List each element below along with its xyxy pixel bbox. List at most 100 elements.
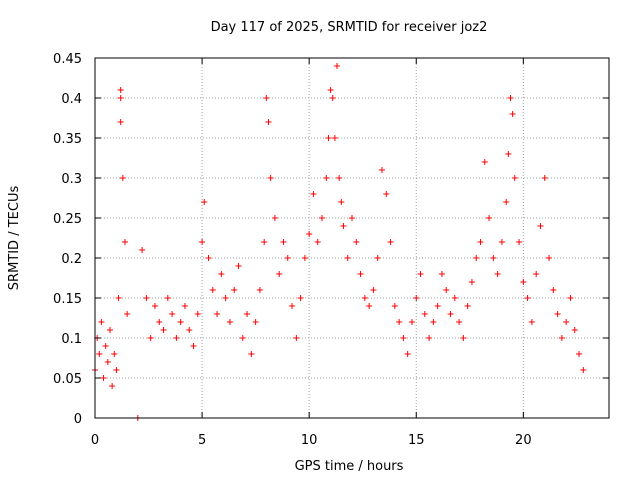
data-point <box>576 351 583 357</box>
data-point <box>443 287 450 293</box>
data-point <box>104 359 111 365</box>
axis-ticks <box>94 57 609 419</box>
data-point <box>520 279 527 285</box>
data-point <box>323 175 330 181</box>
data-point <box>426 335 433 341</box>
data-point <box>383 191 390 197</box>
data-point <box>340 223 347 229</box>
data-point <box>563 319 570 325</box>
data-point <box>537 223 544 229</box>
data-point <box>400 335 407 341</box>
data-point <box>301 255 308 261</box>
y-tick-label: 0.15 <box>53 292 82 307</box>
data-point <box>430 319 437 325</box>
data-point <box>96 351 103 357</box>
data-point <box>408 319 415 325</box>
data-point <box>109 383 116 389</box>
data-point <box>209 287 216 293</box>
data-point <box>100 375 107 381</box>
data-point <box>117 87 124 93</box>
data-point <box>533 271 540 277</box>
data-point <box>481 159 488 165</box>
data-point <box>252 319 259 325</box>
data-point <box>447 311 454 317</box>
data-point <box>404 351 411 357</box>
data-point <box>580 367 587 373</box>
x-tick-label: 20 <box>515 433 532 448</box>
data-point <box>438 271 445 277</box>
x-tick-labels: 0 5 10 15 20 <box>91 433 532 448</box>
y-tick-label: 0.1 <box>61 332 82 347</box>
data-point <box>265 119 272 125</box>
data-point <box>468 279 475 285</box>
grid-lines <box>95 58 609 418</box>
data-point <box>503 199 510 205</box>
data-point <box>498 239 505 245</box>
data-point <box>314 239 321 245</box>
data-point <box>143 295 150 301</box>
data-point <box>117 119 124 125</box>
data-point <box>263 95 270 101</box>
data-point <box>139 247 146 253</box>
data-point <box>327 87 334 93</box>
data-point <box>244 311 251 317</box>
data-point <box>477 239 484 245</box>
data-point <box>306 231 313 237</box>
data-point <box>147 335 154 341</box>
y-tick-label: 0.05 <box>53 372 82 387</box>
data-point <box>121 239 128 245</box>
data-point <box>336 175 343 181</box>
data-point <box>417 271 424 277</box>
data-point <box>276 271 283 277</box>
data-points <box>92 63 587 421</box>
data-point <box>334 63 341 69</box>
data-point <box>160 327 167 333</box>
data-point <box>361 295 368 301</box>
data-point <box>357 271 364 277</box>
data-point <box>106 327 113 333</box>
data-point <box>256 287 263 293</box>
data-point <box>261 239 268 245</box>
data-point <box>310 191 317 197</box>
data-point <box>396 319 403 325</box>
data-point <box>239 335 246 341</box>
data-point <box>516 239 523 245</box>
data-point <box>284 255 291 261</box>
x-axis-label: GPS time / hours <box>295 459 404 474</box>
x-tick-label: 5 <box>198 433 206 448</box>
data-point <box>391 303 398 309</box>
data-point <box>186 327 193 333</box>
y-tick-label: 0.2 <box>61 252 82 267</box>
data-point <box>111 351 118 357</box>
data-point <box>169 311 176 317</box>
data-point <box>177 319 184 325</box>
y-tick-label: 0 <box>74 412 82 427</box>
data-point <box>349 215 355 221</box>
data-point <box>151 303 158 309</box>
data-point <box>293 335 300 341</box>
data-point <box>558 335 565 341</box>
data-point <box>181 303 188 309</box>
data-point <box>494 271 501 277</box>
data-point <box>460 335 467 341</box>
data-point <box>102 343 109 349</box>
data-point <box>226 319 233 325</box>
data-point <box>173 335 180 341</box>
data-point <box>507 95 514 101</box>
x-tick-label: 10 <box>301 433 318 448</box>
data-point <box>464 303 471 309</box>
data-point <box>509 111 516 117</box>
data-point <box>271 215 278 221</box>
y-tick-label: 0.25 <box>53 212 82 227</box>
data-point <box>124 311 131 317</box>
data-point <box>199 239 206 245</box>
data-point <box>451 295 458 301</box>
x-tick-label: 0 <box>91 433 99 448</box>
data-point <box>194 311 201 317</box>
data-point <box>550 287 557 293</box>
data-point <box>486 215 493 221</box>
data-point <box>231 287 238 293</box>
data-point <box>505 151 512 157</box>
data-point <box>113 367 120 373</box>
